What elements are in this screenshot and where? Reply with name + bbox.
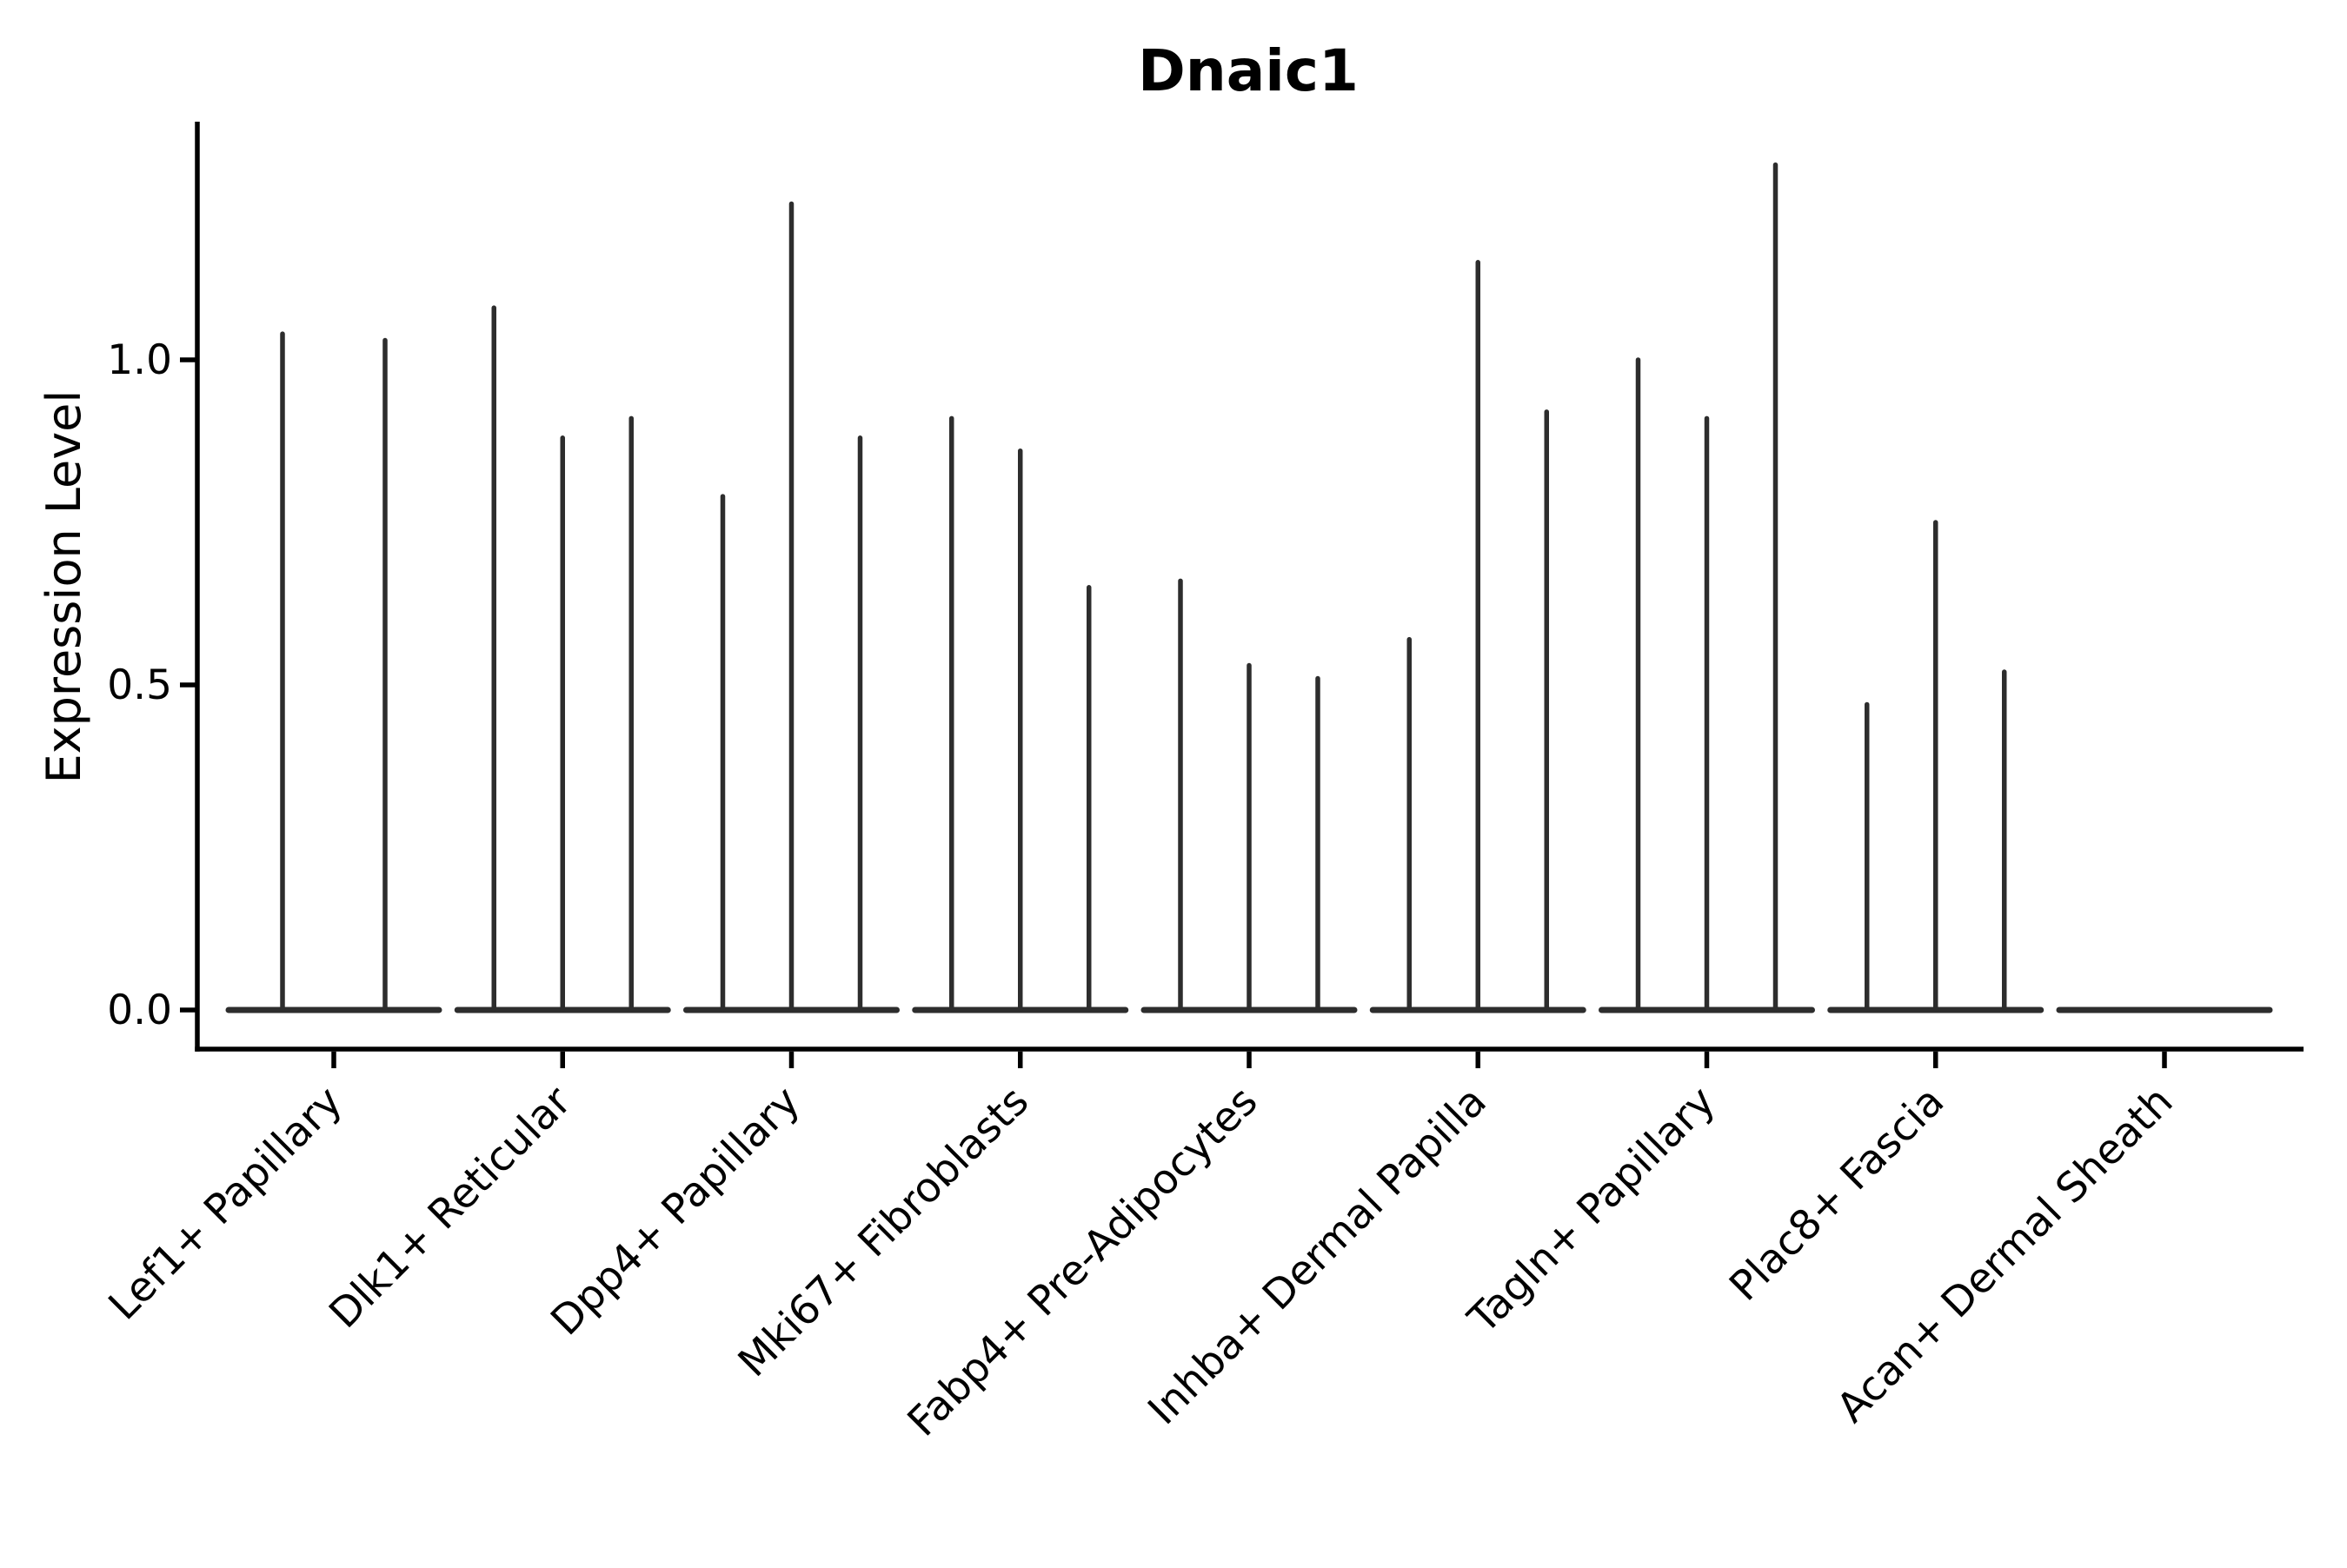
x-tick-label: Dlk1+ Reticular	[320, 1077, 581, 1338]
y-tick-label: 0.0	[107, 987, 172, 1034]
y-axis-label: Expression Level	[37, 390, 91, 784]
x-tick-label: Dpp4+ Papillary	[542, 1078, 809, 1345]
y-tick-label: 1.0	[107, 336, 172, 384]
chart-title: Dnaic1	[1138, 37, 1359, 104]
y-tick-label: 0.5	[107, 661, 172, 709]
violins	[225, 162, 2273, 1013]
x-tick-label: Tagln+ Papillary	[1459, 1078, 1725, 1344]
axes	[180, 122, 2304, 1068]
x-tick-label: Plac8+ Fascia	[1720, 1078, 1953, 1311]
x-tick-label: Lef1+ Papillary	[100, 1078, 352, 1330]
